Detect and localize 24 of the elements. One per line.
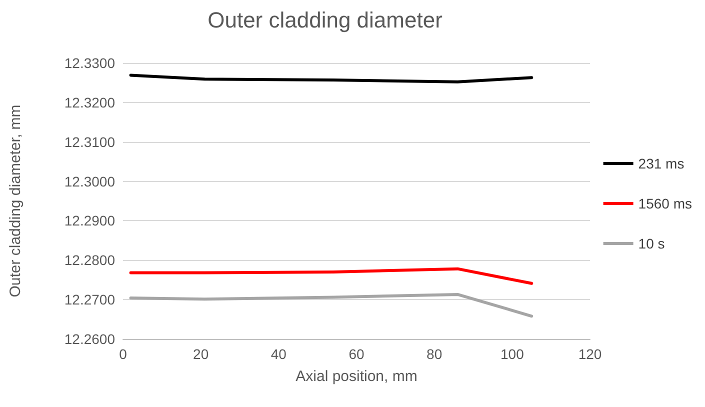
x-tick-label: 120 (578, 346, 602, 362)
x-tick-label: 60 (348, 346, 364, 362)
x-tick-label: 80 (426, 346, 442, 362)
x-axis-title: Axial position, mm (296, 368, 418, 385)
line-series (129, 74, 534, 84)
x-tick-label: 100 (500, 346, 524, 362)
y-tick-label: 12.3100 (64, 134, 116, 150)
legend-label: 1560 ms (638, 196, 692, 212)
y-axis-title: Outer cladding diameter, mm (7, 104, 24, 298)
x-tick-label: 40 (270, 346, 287, 362)
y-tick-label: 12.2800 (64, 252, 116, 268)
y-tick-label: 12.2700 (64, 292, 116, 308)
chart-title: Outer cladding diameter (208, 8, 442, 32)
x-tick-label: 0 (119, 346, 128, 362)
y-tick-label: 12.3300 (64, 55, 116, 71)
line-series (129, 292, 534, 318)
y-tick-label: 12.2900 (64, 212, 116, 229)
y-tick-label: 12.2600 (64, 331, 116, 347)
legend-label: 10 s (638, 236, 665, 252)
y-tick-label: 12.3000 (64, 173, 116, 190)
line-series (129, 267, 534, 285)
y-tick-label: 12.3200 (64, 94, 116, 110)
x-tick-label: 20 (193, 346, 209, 362)
legend-label: 231 ms (638, 156, 684, 172)
